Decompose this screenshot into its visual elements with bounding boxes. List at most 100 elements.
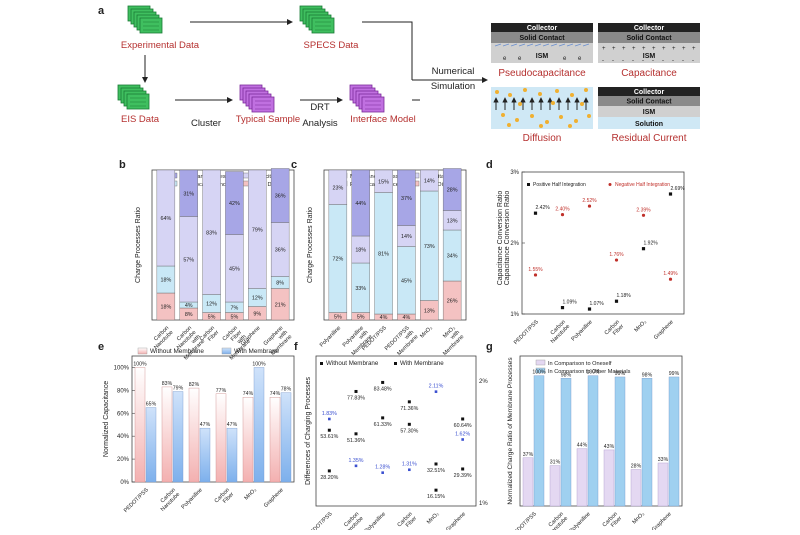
dash-mark [542,43,550,47]
data-label: 44% [355,201,366,207]
data-label: 2.42% [536,205,551,211]
ion-dot [530,114,534,118]
data-label: 81% [378,251,389,257]
point-positive [668,192,673,196]
plus-charge: + [682,46,686,52]
legend-entry: With Membrane [400,360,444,367]
y-axis-label: Charge Processes Ratio [307,207,314,283]
data-label: 60.64% [454,423,472,429]
data-label: 18% [160,278,171,284]
data-label: 5% [334,314,342,320]
minus-charge: - [692,58,694,64]
dash-mark [526,43,534,47]
bar-without-membrane [269,397,281,483]
y-tick-label: 80% [117,388,130,394]
plus-charge: + [632,46,636,52]
point-difference [408,468,411,472]
bar-segment-capacitance [374,169,393,193]
plot-frame [315,355,477,507]
category-label: PEDOT/PSS [511,511,538,535]
bar-segment-membrane [270,168,290,223]
point-with-membrane [434,488,438,492]
legend-swatch [535,367,546,374]
category-label: Polyaniline [571,319,594,342]
bar-oneself [522,457,534,507]
data-label: 28% [631,464,642,470]
data-label: 4% [380,315,388,321]
legend-marker-with [394,362,397,365]
residual-current-model: Collector Solid Contact ISM Solution Residua… [598,87,700,144]
legend-entry: Layer Diffusion [422,182,459,188]
data-label: 47% [227,422,238,428]
plot-frame [323,169,467,321]
data-label: 1.28% [375,465,390,471]
legend-swatch [221,347,232,355]
legend-entry: In Comparison to Oneself [548,361,612,367]
ion-dot [539,124,543,128]
data-label: 57% [183,257,194,263]
data-label: 31% [550,460,561,466]
data-label: 5% [208,314,216,320]
point-difference [328,417,331,421]
collector-text: Collector [634,25,665,32]
capacitance-title: Capacitance [621,68,677,79]
electron-symbol: e [578,56,582,62]
experimental-data-icon [127,5,163,34]
category-label-line: MnO₂ [426,511,440,525]
legend-marker-positive [527,183,530,186]
dash-mark [518,43,526,47]
ion-dot [508,93,512,97]
data-label: 100% [532,370,546,376]
data-label: 12% [206,302,217,308]
category-label: Polyaniline [569,511,592,534]
y-tick-label: 100% [114,365,130,371]
point-with-membrane [381,416,385,420]
data-label: 100% [133,361,147,367]
bar-other-materials [668,376,680,507]
data-label: 43% [604,444,615,450]
data-label: 1.07% [590,301,605,307]
y-tick-label: 1% [510,312,519,318]
ion-dot [495,90,499,94]
category-label: MnO₂ [244,487,258,501]
bar-without-membrane [188,387,200,483]
bar-with-membrane [226,427,238,483]
solid-contact-layer [598,96,700,106]
point-without-membrane [381,380,385,384]
category-label: Graphene [651,511,673,533]
category-label-line: with [403,330,415,342]
point-with-membrane [327,469,331,473]
point-positive [641,247,646,251]
ion-dot [555,89,559,93]
point-positive [560,306,565,310]
data-label: 5% [231,314,239,320]
category-label: Polyaniline [181,487,204,510]
data-label: 83.48% [374,386,392,392]
solid-contact-text: Solid Contact [626,35,672,42]
collector-text: Collector [634,89,665,96]
collector-layer [598,87,700,96]
data-label: 99% [669,371,680,377]
legend-entry: Membrane Process [350,174,399,180]
plus-charge: + [612,46,616,52]
data-label: 37% [523,452,534,458]
data-label: 78% [281,387,292,393]
data-label: 13% [424,308,435,314]
bar-without-membrane [161,386,173,483]
minus-charge: - [622,58,624,64]
experimental-data-label: Experimental Data [121,40,200,51]
data-label: 57.30% [400,428,418,434]
data-label: 12% [252,296,263,302]
plot-frame [131,355,295,483]
category-label-line: MnO₂ [634,319,648,333]
category-label-line: PEDOT/PSS [511,511,538,530]
point-without-membrane [434,462,438,466]
category-label: Polyaniline [319,325,342,348]
legend-marker-without [320,362,323,365]
y-tick-label: 3% [510,170,519,176]
